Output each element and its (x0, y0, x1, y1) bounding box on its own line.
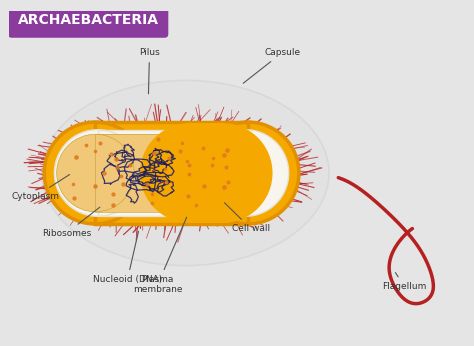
Ellipse shape (202, 130, 289, 216)
Text: Ribosomes: Ribosomes (42, 207, 100, 238)
FancyBboxPatch shape (190, 123, 223, 223)
Ellipse shape (140, 123, 240, 223)
Text: Nucleoid (DNA): Nucleoid (DNA) (93, 231, 162, 284)
Text: ARCHAEBACTERIA: ARCHAEBACTERIA (18, 13, 159, 27)
FancyBboxPatch shape (95, 134, 201, 212)
Ellipse shape (163, 134, 240, 212)
FancyBboxPatch shape (8, 5, 168, 38)
Ellipse shape (55, 130, 141, 216)
Text: Flagellum: Flagellum (383, 273, 427, 291)
Ellipse shape (44, 122, 146, 224)
FancyBboxPatch shape (95, 122, 248, 224)
Ellipse shape (197, 122, 299, 224)
Text: Plasma
membrane: Plasma membrane (133, 217, 187, 294)
FancyBboxPatch shape (98, 130, 246, 216)
Text: Pilus: Pilus (139, 48, 160, 94)
Text: Capsule: Capsule (243, 48, 301, 83)
Text: Cell wall: Cell wall (225, 203, 270, 233)
Ellipse shape (173, 123, 273, 223)
Text: Cytoplasm: Cytoplasm (12, 174, 70, 201)
Ellipse shape (223, 135, 257, 211)
Ellipse shape (42, 80, 329, 266)
Ellipse shape (57, 134, 134, 212)
